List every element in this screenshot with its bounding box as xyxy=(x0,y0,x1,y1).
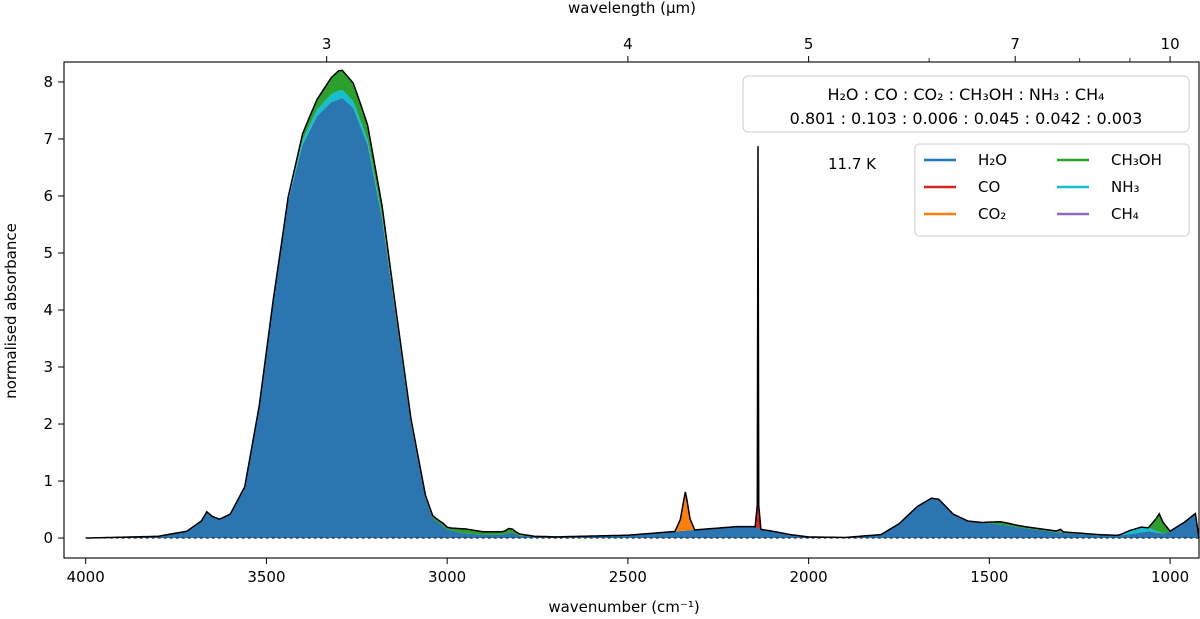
temperature-label: 11.7 K xyxy=(828,155,877,173)
ratio-box: H₂O : CO : CO₂ : CH₃OH : NH₃ : CH₄ 0.801… xyxy=(742,75,1190,133)
top-tick-label-7: 7 xyxy=(1010,35,1020,53)
y-tick-label-8: 8 xyxy=(43,73,53,91)
x-tick-label-1500: 1500 xyxy=(970,568,1008,586)
ratio-values-line: 0.801 : 0.103 : 0.006 : 0.045 : 0.042 : … xyxy=(790,109,1143,128)
legend-label-0: H₂O xyxy=(978,151,1007,169)
legend-frame xyxy=(914,143,1190,237)
y-tick-label-3: 3 xyxy=(43,358,53,376)
spectrum-areas xyxy=(85,70,1200,539)
y-tick-label-7: 7 xyxy=(43,130,53,148)
axis-ticks: 4000 3500 3000 2500 2000 1500 1000 0 1 2 3 4 5 6 7 8 3 4 5… xyxy=(43,35,1189,586)
area-h2o xyxy=(85,97,1200,539)
y-tick-label-1: 1 xyxy=(43,472,53,490)
legend-label-2: CO xyxy=(978,178,1000,196)
plot-frame xyxy=(63,61,1200,559)
x-axis-title: wavenumber (cm⁻¹) xyxy=(548,598,699,616)
top-tick-label-3: 3 xyxy=(322,35,332,53)
ratio-box-frame xyxy=(742,75,1190,133)
legend-label-1: CH₃OH xyxy=(1111,151,1162,169)
y-tick-label-2: 2 xyxy=(43,415,53,433)
y-axis-title: normalised absorbance xyxy=(2,223,20,399)
y-tick-label-5: 5 xyxy=(43,244,53,262)
y-tick-label-4: 4 xyxy=(43,301,53,319)
legend: H₂O CH₃OH CO NH₃ CO₂ CH₄ xyxy=(914,143,1190,237)
top-tick-label-4: 4 xyxy=(623,35,633,53)
top-tick-label-10: 10 xyxy=(1161,35,1180,53)
x-tick-label-3000: 3000 xyxy=(428,568,466,586)
y-tick-label-0: 0 xyxy=(43,529,53,547)
x-tick-label-3500: 3500 xyxy=(247,568,285,586)
total-spectrum-line xyxy=(85,69,1200,539)
legend-label-3: NH₃ xyxy=(1111,178,1140,196)
ratio-species-line: H₂O : CO : CO₂ : CH₃OH : NH₃ : CH₄ xyxy=(827,85,1104,104)
y-tick-label-6: 6 xyxy=(43,187,53,205)
x-tick-label-4000: 4000 xyxy=(67,568,105,586)
legend-label-4: CO₂ xyxy=(978,205,1006,223)
top-axis-title: wavelength (µm) xyxy=(568,0,696,17)
top-tick-label-5: 5 xyxy=(804,35,814,53)
x-tick-label-2000: 2000 xyxy=(790,568,828,586)
x-tick-label-1000: 1000 xyxy=(1151,568,1189,586)
x-tick-label-2500: 2500 xyxy=(609,568,647,586)
legend-label-5: CH₄ xyxy=(1111,205,1139,223)
